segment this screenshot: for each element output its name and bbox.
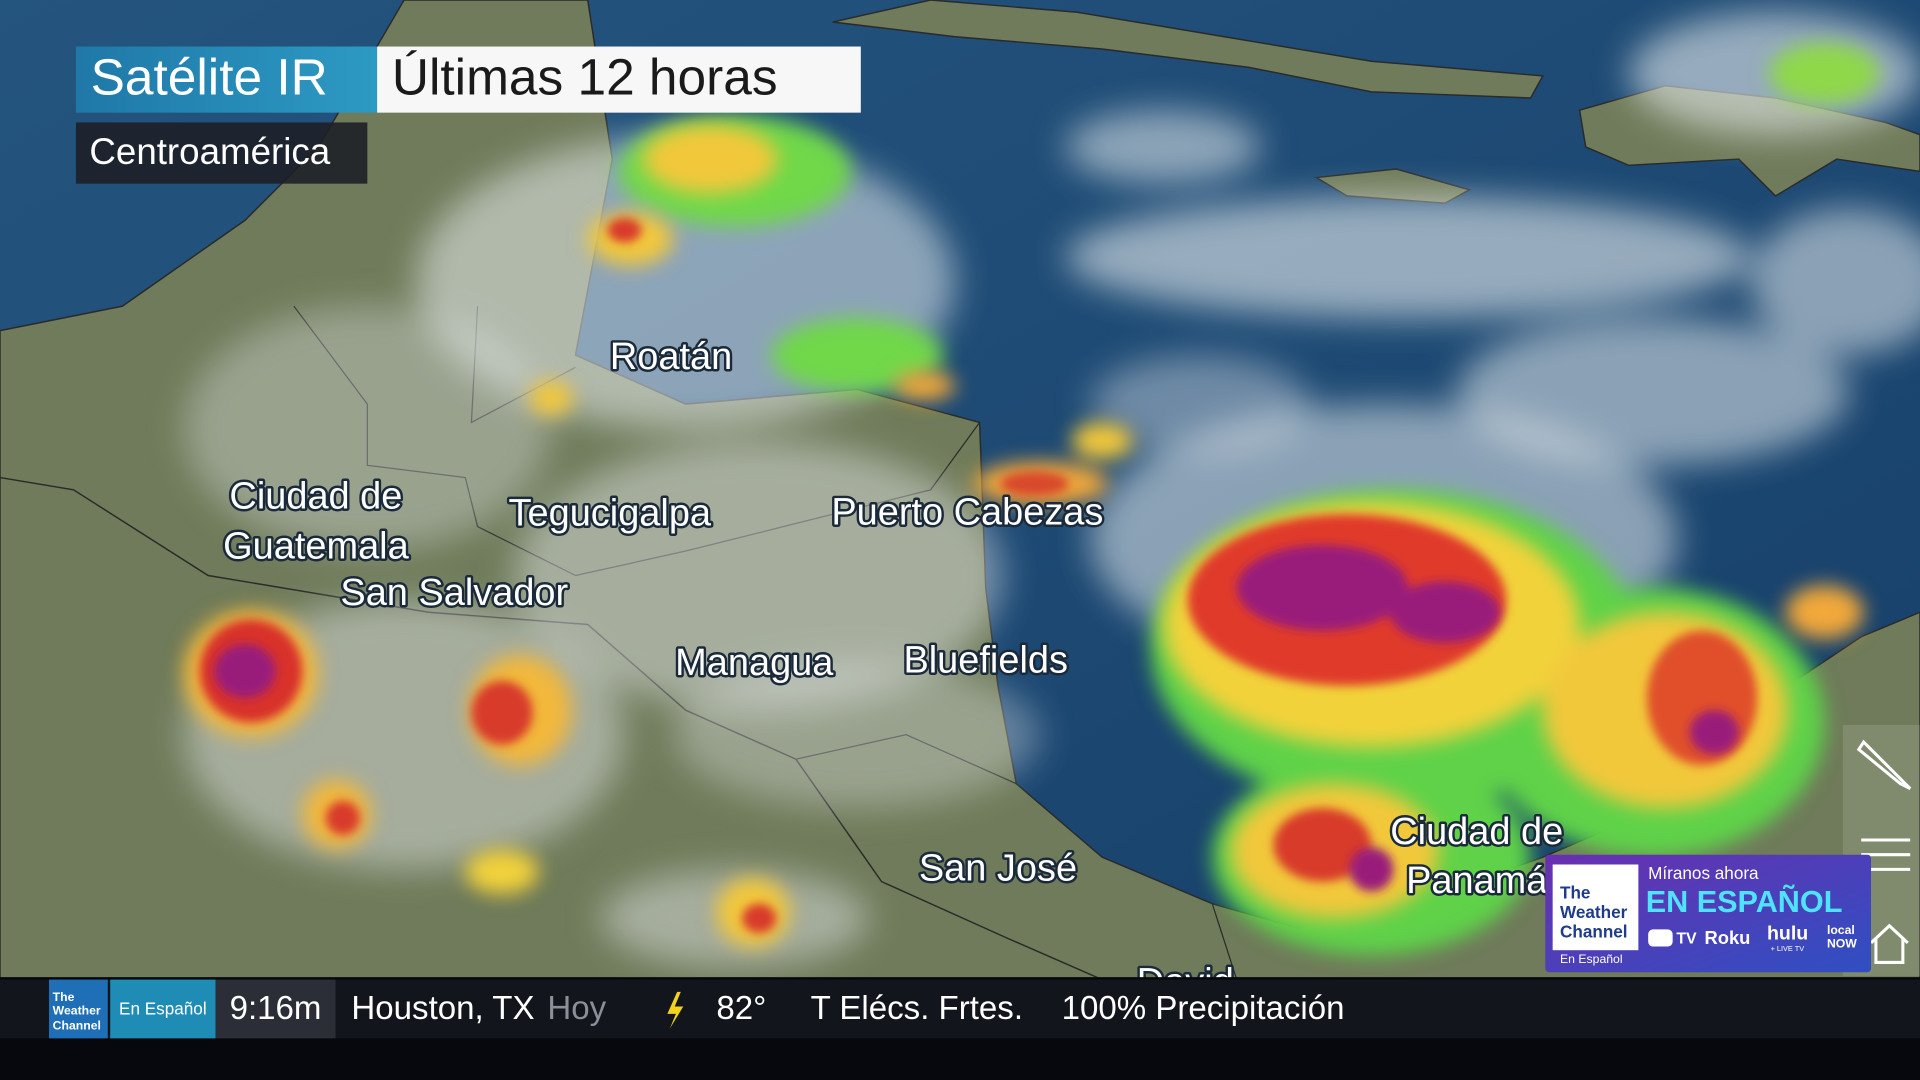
promo-banner[interactable]: The Weather Channel En Español Míranos a… xyxy=(1545,854,1872,973)
city-label: Guatemala xyxy=(223,526,409,568)
storm-cells xyxy=(1785,585,1864,640)
ticker-channel: En Español xyxy=(119,999,207,1019)
city-label: Ciudad de xyxy=(229,475,402,517)
ticker-bar: The Weather Channel En Español 9:16m Hou… xyxy=(0,977,1920,1080)
storm-cells xyxy=(325,800,360,836)
header-product-bg xyxy=(75,46,378,113)
ticker-logo: Channel xyxy=(53,1018,101,1032)
edit-icon[interactable] xyxy=(1856,739,1912,790)
platform: TV xyxy=(1676,930,1697,947)
cloud-cover xyxy=(673,661,1041,809)
storm-cells xyxy=(1071,422,1133,460)
storm-cells xyxy=(893,371,956,401)
ticker-time: 9:16m xyxy=(230,990,322,1027)
ticker-location: Houston, TX xyxy=(351,990,534,1027)
storm-cells xyxy=(1689,710,1739,755)
lightning-icon xyxy=(667,991,684,1029)
storm-cells xyxy=(528,380,574,416)
ticker-time-bg xyxy=(215,979,336,1039)
city-label: Puerto Cabezas xyxy=(831,491,1103,533)
storm-cells xyxy=(465,849,539,894)
home-icon[interactable] xyxy=(1869,923,1909,964)
promo-headline: EN ESPAÑOL xyxy=(1646,884,1843,919)
city-label: Tegucigalpa xyxy=(509,493,712,535)
city-label: Bluefields xyxy=(903,639,1068,681)
promo-kicker: Míranos ahora xyxy=(1648,863,1759,883)
storm-cells xyxy=(183,42,1880,956)
city-label: Roatán xyxy=(610,336,732,378)
cloud-cover xyxy=(514,440,1005,711)
storm-cells xyxy=(1273,808,1372,882)
header-region: Centroamérica xyxy=(89,131,330,172)
platform: + LIVE TV xyxy=(1771,944,1805,953)
promo-logo: The xyxy=(1560,882,1590,902)
storm-cells xyxy=(214,644,276,698)
storm-cells xyxy=(1769,42,1880,105)
ticker-channel-bg xyxy=(110,979,216,1039)
promo-logo: Channel xyxy=(1560,922,1628,942)
land xyxy=(1314,168,1472,205)
header-product: Satélite IR xyxy=(91,47,328,105)
storm-cells xyxy=(214,544,1739,892)
platform: hulu xyxy=(1767,922,1808,944)
storm-cells xyxy=(742,903,777,934)
map-header: Satélite IR Últimas 12 horas Centroaméri… xyxy=(75,46,861,184)
storm-cells xyxy=(771,318,943,392)
edit-icon[interactable] xyxy=(1856,739,1912,790)
home-icon[interactable] xyxy=(1869,923,1909,964)
storm-cells xyxy=(1389,581,1500,643)
ticker-condition: T Elécs. Frtes. xyxy=(811,990,1023,1027)
storm-cells xyxy=(471,680,533,745)
storm-cells xyxy=(1349,847,1394,892)
ticker-logo: Weather xyxy=(53,1004,101,1018)
city-label: San José xyxy=(919,848,1077,890)
ticker-day: Hoy xyxy=(547,990,606,1027)
platform: NOW xyxy=(1827,936,1857,950)
promo-logo-bg xyxy=(1552,864,1639,951)
header-region-bg xyxy=(75,122,368,184)
platform: local xyxy=(1827,923,1855,937)
city-label: Managua xyxy=(675,642,834,684)
header-period: Últimas 12 horas xyxy=(392,47,778,105)
storm-cells xyxy=(642,124,778,194)
promo-logo: Weather xyxy=(1560,902,1628,922)
ticker-logo: The xyxy=(53,990,75,1004)
city-label: San Salvador xyxy=(340,572,568,614)
ticker-precipitation: 100% Precipitación xyxy=(1062,990,1345,1027)
storm-cells xyxy=(607,217,642,243)
city-labels: Roatán Ciudad de Guatemala San Salvador … xyxy=(221,333,1566,1006)
land xyxy=(832,0,1545,99)
cloud-cover xyxy=(1065,110,1262,184)
borders xyxy=(1211,903,1238,980)
city-label: Panamá xyxy=(1406,860,1548,902)
city-label: Ciudad de xyxy=(1390,811,1563,853)
storm-cells xyxy=(1236,544,1409,631)
header-period-bg xyxy=(377,46,861,113)
ticker-logo-bg xyxy=(48,979,108,1039)
cloud-cover xyxy=(1457,318,1849,466)
ticker-temperature: 82° xyxy=(716,990,766,1027)
platform: Roku xyxy=(1704,927,1750,948)
cloud-cover xyxy=(183,306,552,552)
storm-cells xyxy=(1000,471,1069,496)
cloud-cover xyxy=(1751,208,1920,356)
platform-icon xyxy=(1648,929,1673,947)
promo-logo-sub: En Español xyxy=(1560,952,1623,966)
cloud-cover xyxy=(1065,195,1752,319)
